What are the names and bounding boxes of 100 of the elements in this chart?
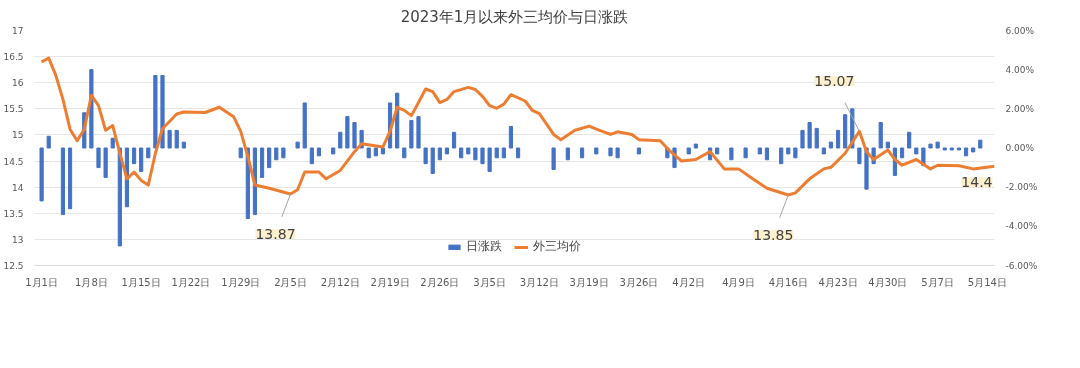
- bar: [594, 147, 599, 155]
- bar: [729, 147, 734, 161]
- bar: [800, 129, 805, 149]
- bar: [608, 147, 613, 157]
- x-tick-label: 1月8日: [75, 276, 108, 288]
- bar: [459, 147, 464, 159]
- y-tick-label: 16: [12, 78, 24, 89]
- bar: [430, 147, 435, 174]
- x-tick-label: 4月16日: [768, 276, 808, 288]
- bar: [338, 131, 343, 149]
- bar: [764, 147, 770, 161]
- bar: [857, 147, 862, 165]
- bar: [473, 147, 478, 161]
- bar: [437, 147, 442, 161]
- x-tick-label: 2月19日: [370, 276, 410, 288]
- annotation: 15.07: [814, 73, 855, 90]
- bar: [899, 147, 905, 159]
- x-tick-label: 4月30日: [868, 276, 908, 288]
- bar: [693, 143, 698, 149]
- bar: [302, 102, 307, 149]
- y2-tick-label: 2.00%: [1005, 103, 1035, 114]
- bar: [274, 147, 279, 161]
- bar: [46, 135, 51, 149]
- bar: [423, 147, 428, 165]
- bar: [878, 122, 883, 149]
- bar: [963, 147, 969, 157]
- bar: [281, 147, 286, 159]
- bar: [295, 141, 300, 149]
- bar: [487, 147, 492, 172]
- y2-tick-label: -2.00%: [1005, 182, 1038, 193]
- bar: [259, 147, 265, 178]
- bar: [615, 147, 620, 159]
- y-tick-label: 13: [12, 234, 24, 245]
- y2-tick-label: -6.00%: [1005, 260, 1038, 271]
- x-tick-label: 5月7日: [921, 276, 954, 288]
- y-tick-label: 14: [12, 182, 24, 193]
- x-tick-label: 2月26日: [420, 276, 460, 288]
- bar: [814, 127, 819, 149]
- bar: [352, 122, 357, 149]
- bar: [267, 147, 272, 169]
- y2-tick-label: 4.00%: [1005, 64, 1035, 75]
- bar: [409, 120, 414, 149]
- bar: [978, 139, 983, 149]
- bar: [366, 147, 371, 159]
- x-tick-label: 3月12日: [519, 276, 559, 288]
- x-tick-label: 2月12日: [320, 276, 360, 288]
- x-tick-label: 3月26日: [619, 276, 659, 288]
- bar: [466, 147, 471, 155]
- x-tick-label: 1月22日: [171, 276, 211, 288]
- x-tick-label: 1月15日: [121, 276, 161, 288]
- bar: [843, 114, 848, 149]
- bar: [757, 147, 762, 155]
- bar: [807, 122, 812, 149]
- y2-tick-label: 0.00%: [1005, 143, 1035, 153]
- bar: [885, 141, 890, 149]
- bar: [743, 147, 748, 159]
- x-tick-label: 1月29日: [221, 276, 261, 288]
- bar: [316, 147, 322, 157]
- x-tick-label: 3月19日: [569, 276, 609, 288]
- bar: [928, 143, 933, 149]
- bar: [380, 147, 386, 155]
- bar: [686, 147, 691, 155]
- y2-tick-label: -4.00%: [1005, 221, 1038, 232]
- annotation: 13.85: [753, 227, 794, 243]
- bar: [565, 147, 570, 161]
- x-tick-label: 4月9日: [722, 276, 755, 288]
- bar: [309, 147, 314, 165]
- legend-label: 外三均价: [533, 238, 581, 255]
- bar: [373, 147, 378, 157]
- bar: [331, 147, 336, 155]
- bar: [181, 141, 186, 149]
- bar: [551, 147, 556, 171]
- bar: [444, 147, 450, 155]
- x-tick-label: 4月2日: [672, 276, 706, 288]
- y2-tick-label: 6.00%: [1005, 25, 1035, 36]
- y-tick-label: 15: [12, 130, 24, 141]
- bar: [715, 147, 720, 155]
- bar: [793, 147, 798, 159]
- x-tick-label: 2月5日: [274, 276, 307, 288]
- bar: [907, 131, 912, 149]
- bar: [786, 147, 791, 155]
- bar: [501, 147, 506, 159]
- y-tick-label: 15.5: [3, 104, 24, 115]
- annotation: 13.87: [255, 225, 296, 242]
- bar: [636, 147, 642, 155]
- y-tick-label: 17: [12, 26, 24, 36]
- bar: [153, 75, 158, 149]
- y-tick-label: 16.5: [3, 52, 24, 63]
- bar: [821, 147, 826, 155]
- bar: [67, 147, 73, 210]
- bar: [935, 141, 940, 149]
- bar: [174, 129, 179, 149]
- y-tick-label: 12.5: [3, 261, 24, 271]
- legend-label: 日涨跌: [466, 238, 502, 255]
- bar: [416, 116, 421, 149]
- x-tick-label: 4月23日: [818, 276, 858, 288]
- bar: [494, 147, 499, 159]
- bar: [579, 147, 585, 159]
- bar: [103, 147, 108, 178]
- bar: [238, 147, 243, 159]
